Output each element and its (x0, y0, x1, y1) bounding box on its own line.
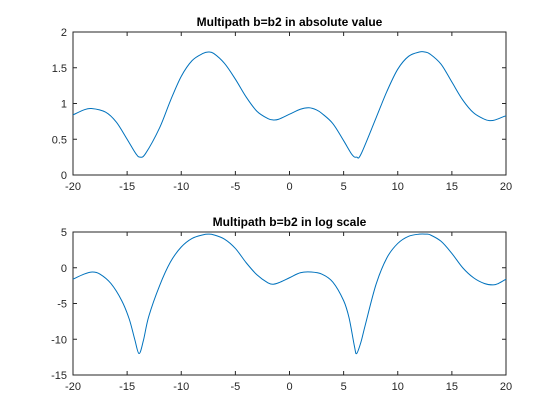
log-scale-axes: -20 -15 -10 -5 0 5 10 15 20-15-10-505 Multipath … (51, 215, 512, 393)
log-scale-y-tick-label: -10 (51, 334, 67, 346)
abs-value-axes: -20 -15 -10 -5 0 5 10 15 20 0 0.5 1 1.5 2 Multipath b… (52, 15, 512, 193)
abs-value-x-tick-label: 20 (500, 181, 512, 193)
log-scale-y-tick-label: -5 (57, 299, 67, 311)
log-scale-x-tick-label: -20 (65, 381, 81, 393)
log-scale-plot-area (72, 231, 507, 376)
abs-value-y-tick-label: 0 (61, 170, 67, 182)
abs-value-x-tick-label: -15 (119, 181, 135, 193)
abs-value-y-tick-label: 2 (61, 27, 67, 39)
log-scale-x-tick-label: 10 (392, 381, 404, 393)
abs-value-x-tick-label: 10 (392, 181, 404, 193)
abs-value-x-tick-label: 15 (446, 181, 458, 193)
log-scale-x-tick-label: -15 (119, 381, 135, 393)
log-scale-x-tick-label: 20 (500, 381, 512, 393)
abs-value-y-tick-label: 1 (61, 99, 67, 111)
abs-value-ticks: -20 -15 -10 -5 0 5 10 15 20 0 0.5 1 1.5 2 (52, 27, 512, 193)
log-scale-x-tick-label: -10 (173, 381, 189, 393)
abs-value-y-tick-label: 1.5 (52, 63, 67, 75)
log-scale-chart-title: Multipath b=b2 in log scale (213, 215, 367, 229)
abs-value-y-tick-label: 0.5 (52, 134, 67, 146)
log-scale-y-tick-label: 0 (61, 263, 67, 275)
log-scale-x-tick-label: 5 (341, 381, 347, 393)
log-scale-x-tick-label: -5 (230, 381, 240, 393)
abs-value-series-line (72, 51, 507, 159)
log-scale-y-tick-label: 5 (61, 227, 67, 239)
abs-value-x-tick-label: -20 (65, 181, 81, 193)
abs-value-x-tick-label: -10 (173, 181, 189, 193)
log-scale-ticks: -20 -15 -10 -5 0 5 10 15 20-15-10-505 (51, 227, 512, 393)
log-scale-x-tick-label: 15 (446, 381, 458, 393)
abs-value-x-tick-label: 0 (286, 181, 292, 193)
log-scale-y-tick-label: -15 (51, 370, 67, 382)
abs-value-x-tick-label: 5 (341, 181, 347, 193)
abs-value-x-tick-label: -5 (230, 181, 240, 193)
abs-value-chart-title: Multipath b=b2 in absolute value (197, 15, 383, 29)
abs-value-plot-area (72, 31, 507, 176)
log-scale-x-tick-label: 0 (286, 381, 292, 393)
log-scale-series-line (72, 233, 507, 355)
